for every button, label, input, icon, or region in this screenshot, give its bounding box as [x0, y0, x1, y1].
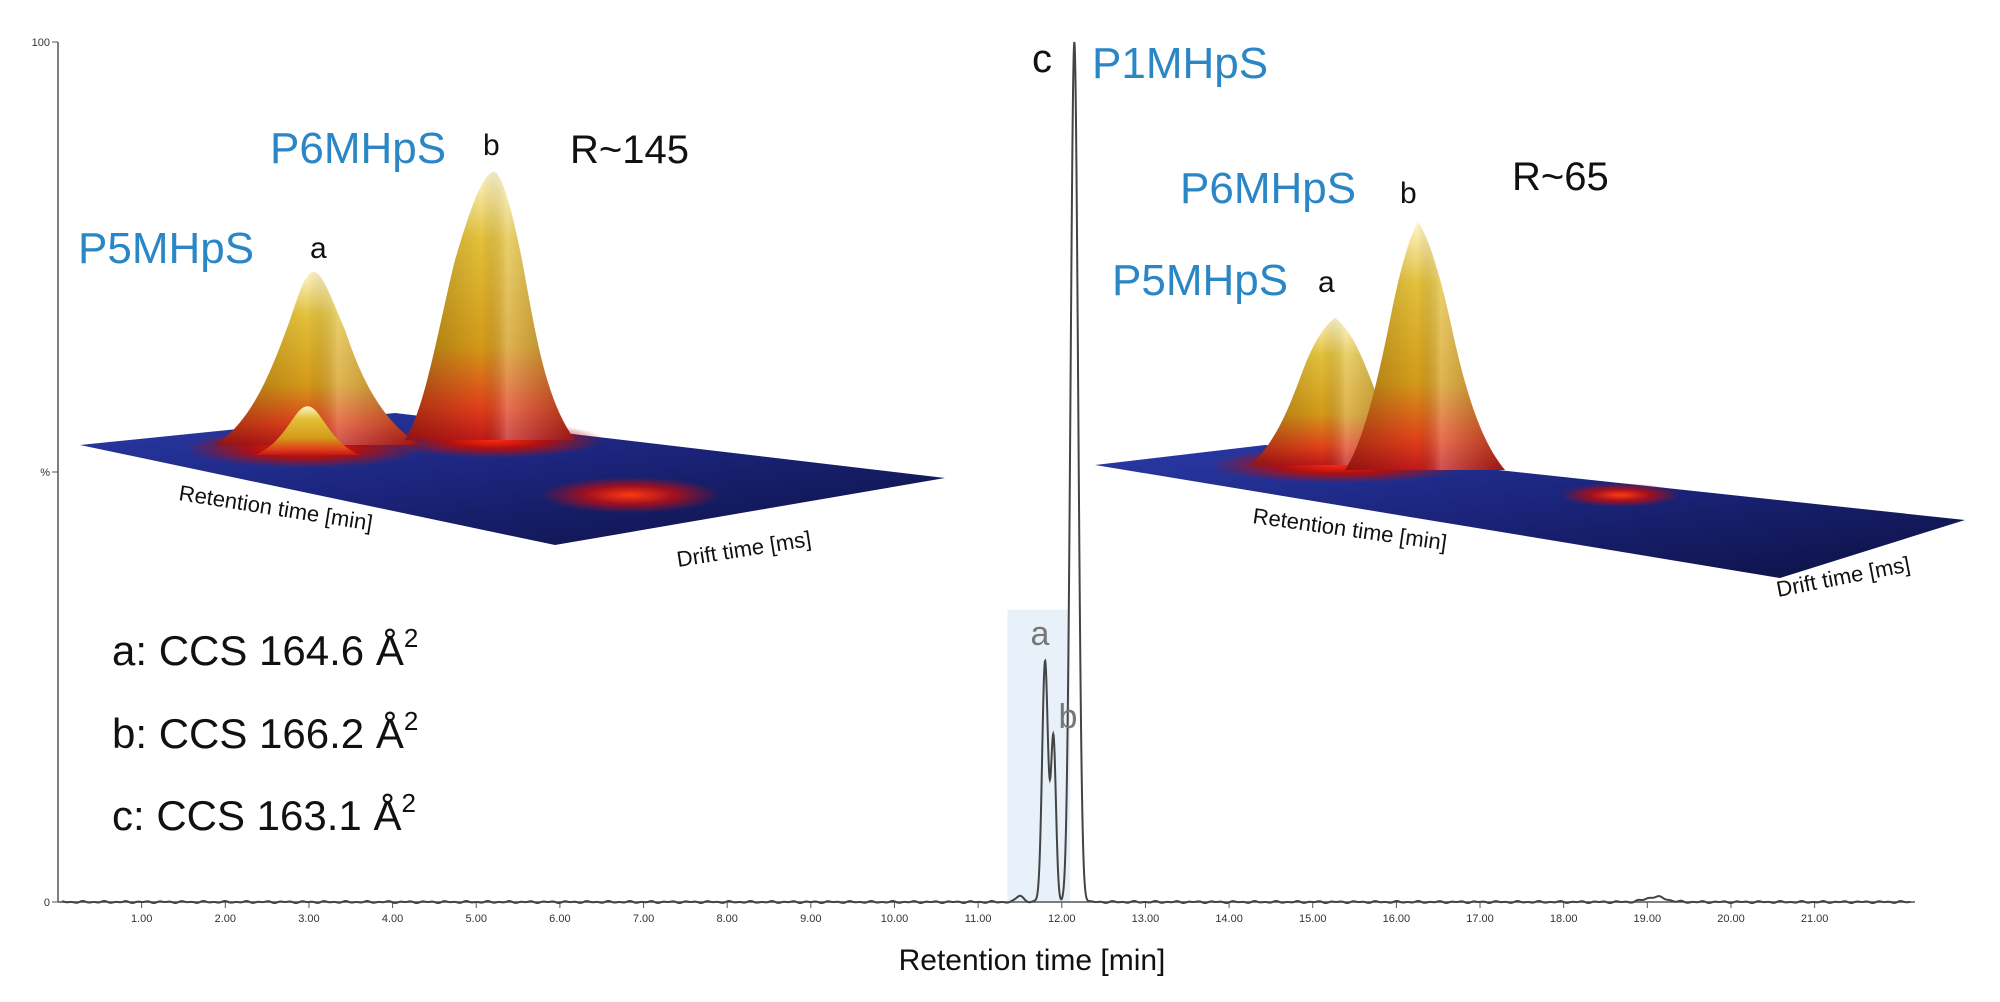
- inset-left-resolution: R~145: [570, 128, 689, 172]
- inset-right-peak-a-letter: a: [1318, 266, 1335, 299]
- y-tick-label-top: 100: [32, 37, 50, 49]
- x-tick-label-1: 2.00: [215, 913, 236, 925]
- x-tick-label-10: 11.00: [965, 913, 992, 925]
- x-tick-label-13: 14.00: [1215, 913, 1243, 925]
- ccs-b: b: CCS 166.2 Å2: [112, 706, 418, 757]
- x-tick-label-0: 1.00: [131, 913, 152, 925]
- compound-c-label: P1MHpS: [1092, 39, 1268, 88]
- inset-right-peak-b-shade: [1345, 222, 1505, 470]
- inset-left-peak-a-shade: [215, 271, 420, 445]
- inset-left-peak-a-letter: a: [310, 232, 327, 265]
- inset-left-peak-a-name: P5MHpS: [78, 224, 254, 273]
- ccs-a: a: CCS 164.6 Å2: [112, 623, 418, 674]
- inset-left-peak-b-shade: [405, 171, 575, 440]
- inset-right-floor-glow-2: [1560, 483, 1680, 507]
- x-tick-label-8: 9.00: [800, 913, 821, 925]
- x-tick-label-3: 4.00: [382, 913, 403, 925]
- peak-label-c: c: [1032, 37, 1052, 81]
- x-ticks: 1.00 2.00 3.00 4.00 5.00 6.00 7.00 8.00 9.00 10.0…: [131, 902, 1828, 925]
- x-tick-label-18: 19.00: [1634, 913, 1662, 925]
- x-tick-label-4: 5.00: [466, 913, 487, 925]
- x-axis-title: Retention time [min]: [899, 944, 1166, 977]
- inset-left-peak-b-name: P6MHpS: [270, 124, 446, 173]
- y-tick-label-bottom: 0: [44, 897, 50, 909]
- peak-label-b: b: [1059, 698, 1078, 736]
- highlight-region: [1007, 609, 1071, 902]
- x-tick-label-14: 15.00: [1299, 913, 1327, 925]
- x-tick-label-5: 6.00: [549, 913, 570, 925]
- inset-right-peak-b-name: P6MHpS: [1180, 164, 1356, 213]
- ccs-c: c: CCS 163.1 Å2: [112, 788, 416, 839]
- x-tick-label-20: 21.00: [1801, 913, 1829, 925]
- inset-left-peak-b-letter: b: [483, 129, 500, 162]
- x-tick-label-15: 16.00: [1383, 913, 1411, 925]
- x-tick-label-11: 12.00: [1048, 913, 1076, 925]
- x-tick-label-16: 17.00: [1466, 913, 1494, 925]
- y-tick-label-mid: %: [40, 467, 50, 479]
- inset-right-resolution: R~65: [1512, 155, 1609, 199]
- inset-left: Retention time [min] Drift time [ms] P5M…: [78, 124, 945, 572]
- x-tick-label-6: 7.00: [633, 913, 654, 925]
- x-tick-label-2: 3.00: [298, 913, 319, 925]
- x-tick-label-19: 20.00: [1717, 913, 1745, 925]
- inset-left-peak-a-small: [255, 406, 360, 455]
- x-tick-label-7: 8.00: [716, 913, 737, 925]
- peak-label-a: a: [1031, 615, 1050, 653]
- x-tick-label-9: 10.00: [881, 913, 909, 925]
- inset-right-peak-a-name: P5MHpS: [1112, 256, 1288, 305]
- x-tick-label-17: 18.00: [1550, 913, 1578, 925]
- chromatogram-line: [61, 41, 1911, 905]
- ccs-annotations: a: CCS 164.6 Å2 b: CCS 166.2 Å2 c: CCS 1…: [112, 623, 418, 839]
- inset-right-peak-b-letter: b: [1400, 177, 1417, 210]
- inset-right: Retention time [min] Drift time [ms] P5M…: [1095, 155, 1965, 602]
- x-tick-label-12: 13.00: [1132, 913, 1160, 925]
- inset-left-floor-glow-3: [540, 477, 720, 513]
- inset-left-y-axis: Drift time [ms]: [675, 526, 813, 572]
